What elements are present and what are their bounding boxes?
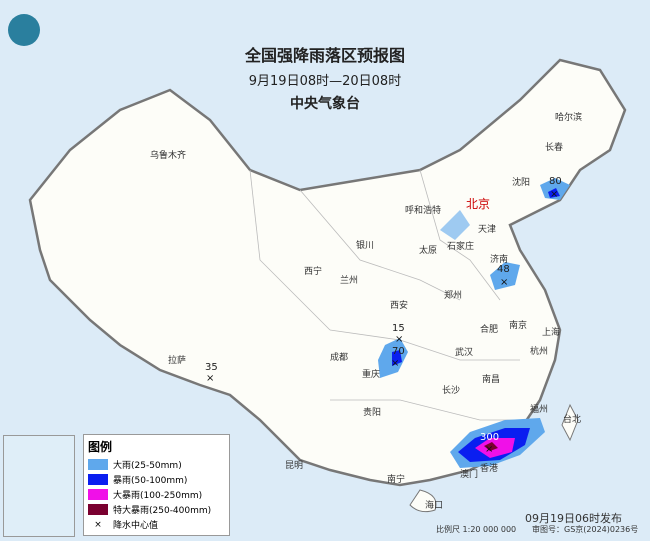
city-label: 呼和浩特 <box>405 206 442 216</box>
city-label: 沈阳 <box>512 178 531 188</box>
legend-item: 大雨(25-50mm) <box>88 457 229 472</box>
map-scale: 比例尺 1:20 000 000 <box>436 525 517 534</box>
rain-heavy-area <box>490 262 520 290</box>
city-label: 太原 <box>419 246 438 256</box>
city-label: 南昌 <box>482 375 501 385</box>
city-label: 重庆 <box>362 370 381 380</box>
city-label: 成都 <box>330 353 349 363</box>
city-label: 长春 <box>545 143 564 153</box>
city-label: 海口 <box>425 501 444 511</box>
svg-text:×: × <box>550 189 558 200</box>
legend-label: 大雨(25-50mm) <box>113 461 182 471</box>
city-label: 石家庄 <box>447 242 475 252</box>
rain-center-markers: × × × × × × <box>206 189 558 455</box>
swatch <box>88 459 108 470</box>
legend-item: 大暴雨(100-250mm) <box>88 487 229 502</box>
svg-text:×: × <box>500 277 508 288</box>
legend-item: 特大暴雨(250-400mm) <box>88 502 229 517</box>
publish-time: 09月19日06时发布 <box>525 512 622 525</box>
time-range: 9月19日08时—20日08时 <box>248 74 402 89</box>
city-label: 福州 <box>530 405 549 415</box>
city-label: 昆明 <box>285 461 304 471</box>
swatch <box>88 474 108 485</box>
legend: 图例 大雨(25-50mm) 暴雨(50-100mm) 大暴雨(100-250m… <box>83 434 230 536</box>
rain-extreme-area <box>484 442 498 451</box>
city-label: 合肥 <box>480 325 499 335</box>
swatch <box>88 489 108 500</box>
legend-label: 特大暴雨(250-400mm) <box>113 506 212 516</box>
city-label: 台北 <box>563 415 582 425</box>
city-label: 乌鲁木齐 <box>150 151 187 161</box>
city-label: 杭州 <box>530 347 549 357</box>
city-label: 银川 <box>356 241 375 251</box>
swatch <box>88 504 108 515</box>
city-label: 哈尔滨 <box>555 113 583 123</box>
svg-text:×: × <box>485 444 493 455</box>
cross-icon: × <box>94 519 102 530</box>
city-label: 济南 <box>490 255 509 265</box>
legend-label: 暴雨(50-100mm) <box>113 476 188 486</box>
city-label: 武汉 <box>455 348 474 358</box>
legend-label: 降水中心值 <box>113 521 159 531</box>
rain-center-value: 35 <box>205 362 218 373</box>
city-label: 西宁 <box>304 267 323 277</box>
city-label: 上海 <box>542 328 561 338</box>
city-label: 天津 <box>478 225 497 235</box>
city-label: 南宁 <box>387 475 406 485</box>
map-approval-number: 审图号：GS京(2024)0236号 <box>532 525 639 534</box>
issuer: 中央气象台 <box>290 96 360 112</box>
city-label: 长沙 <box>442 386 461 396</box>
china-outline <box>28 58 627 487</box>
city-label: 香港 <box>480 464 499 474</box>
city-label: 澳门 <box>460 470 479 480</box>
legend-item: 暴雨(50-100mm) <box>88 472 229 487</box>
cma-logo <box>8 14 40 46</box>
south-china-sea-inset <box>3 435 75 537</box>
city-label: 西安 <box>390 301 409 311</box>
city-label: 郑州 <box>444 291 463 301</box>
rain-center-value: 70 <box>392 346 405 357</box>
svg-text:×: × <box>391 358 399 369</box>
svg-text:×: × <box>395 334 403 345</box>
city-label: 兰州 <box>340 276 359 286</box>
rain-areas <box>378 178 570 468</box>
rain-center-value: 300 <box>480 432 500 443</box>
city-label-capital: 北京 <box>466 197 491 211</box>
city-label: 南京 <box>509 321 528 331</box>
city-label: 贵阳 <box>363 408 382 418</box>
rain-center-value: 15 <box>392 323 405 334</box>
legend-item: × 降水中心值 <box>88 517 229 532</box>
map-title: 全国强降雨落区预报图 <box>244 46 405 65</box>
svg-text:×: × <box>206 373 214 384</box>
rain-center-value: 80 <box>549 176 562 187</box>
legend-label: 大暴雨(100-250mm) <box>113 491 203 501</box>
city-label: 拉萨 <box>168 356 187 366</box>
legend-title: 图例 <box>88 440 113 454</box>
rain-center-value: 48 <box>497 264 510 275</box>
